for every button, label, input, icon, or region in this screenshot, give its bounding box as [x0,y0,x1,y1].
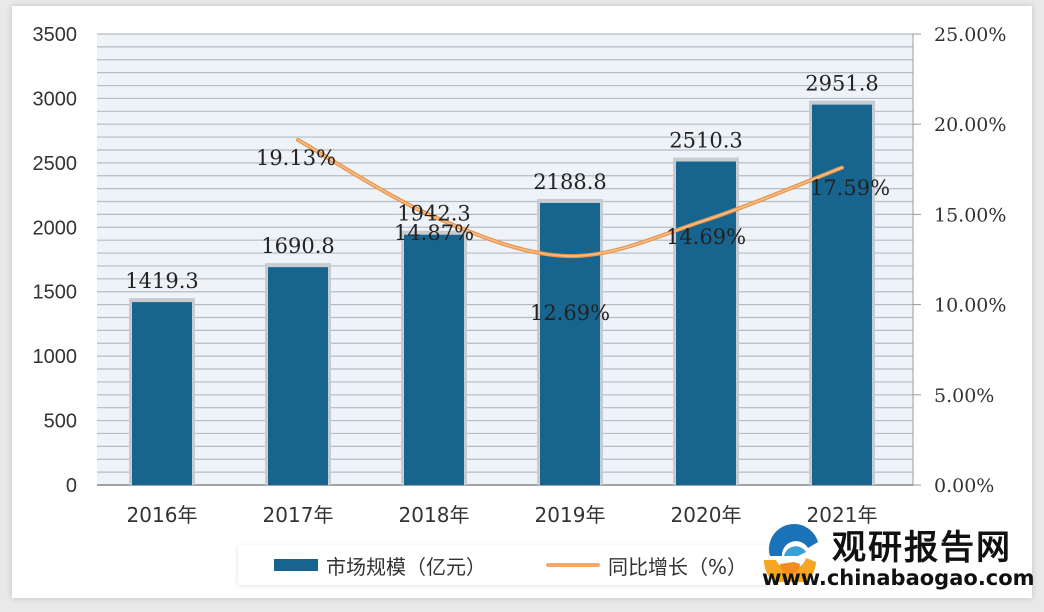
left-axis-tick: 1500 [33,282,78,304]
x-axis-tick: 2020年 [671,503,742,527]
left-axis-tick: 3500 [33,24,78,46]
bar-2021年 [812,104,872,485]
watermark-title: 观研报告网 [832,528,1012,568]
bar-swatch-icon [274,559,318,571]
bar-2019年 [540,202,600,485]
left-axis-tick: 1000 [33,346,78,368]
right-axis-tick: 25.00% [934,24,1006,46]
legend: 市场规模（亿元） 同比增长（%） [238,545,768,585]
right-axis-tick: 5.00% [934,385,994,407]
watermark: 观研报告网 www.chinabaogao.com [760,518,1040,598]
watermark-url: www.chinabaogao.com [762,566,1035,590]
right-axis-tick: 0.00% [934,475,994,497]
x-axis-tick: 2021年 [807,503,878,527]
bar-value-label: 2188.8 [533,170,606,194]
left-axis-tick: 500 [44,411,77,433]
left-axis-tick: 3000 [33,88,78,110]
growth-value-label: 14.87% [394,221,474,245]
bar-value-label: 1419.3 [125,269,198,293]
growth-line-highlight [297,139,843,257]
bar-value-label: 1942.3 [397,202,470,226]
left-axis-tick: 2000 [33,217,78,239]
bar-value-label: 2510.3 [669,129,742,153]
bar-2020年 [676,161,736,485]
x-axis-tick: 2019年 [535,503,606,527]
left-axis-tick: 2500 [33,153,78,175]
growth-value-label: 19.13% [256,146,336,170]
growth-value-label: 12.69% [530,301,610,325]
growth-value-label: 17.59% [810,176,890,200]
legend-item-market-size: 市场规模（亿元） [238,551,486,580]
x-axis-tick: 2017年 [263,503,334,527]
legend-label-growth: 同比增长（%） [608,554,748,579]
x-axis-tick: 2016年 [127,503,198,527]
bar-2017年 [268,267,328,485]
logo-icon [763,524,818,582]
right-axis-tick: 10.00% [934,295,1006,317]
bar-2016年 [132,302,192,485]
legend-label-market-size: 市场规模（亿元） [326,554,486,579]
right-axis-tick: 20.00% [934,114,1006,136]
bar-2018年 [404,234,464,485]
right-axis-tick: 15.00% [934,204,1006,226]
legend-item-growth: 同比增长（%） [486,551,747,580]
growth-value-label: 14.69% [666,225,746,249]
plot-area [97,34,913,485]
line-swatch-icon [546,563,600,567]
bar-value-label: 1690.8 [261,234,334,258]
x-axis-tick: 2018年 [399,503,470,527]
left-axis-tick: 0 [66,475,77,497]
bar-value-label: 2951.8 [805,72,878,96]
